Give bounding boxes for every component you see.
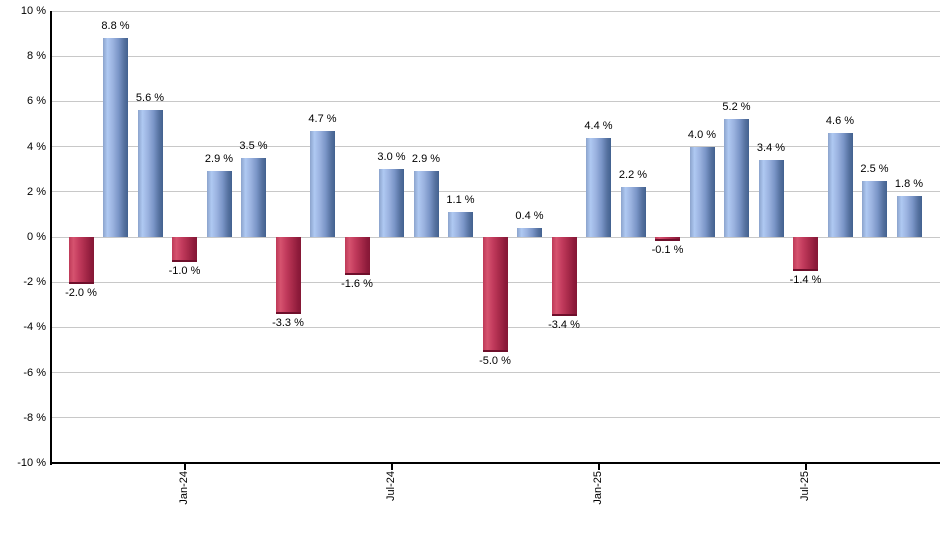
gridline (52, 55, 940, 57)
bar-value-label: 3.0 % (377, 151, 406, 164)
gridline (52, 191, 940, 193)
x-axis-tick (183, 464, 186, 470)
gridline (52, 417, 940, 419)
bar-value-label: -2.0 % (65, 287, 97, 300)
y-axis-tick-label: -2 % (23, 276, 46, 289)
y-axis-tick-label: 6 % (27, 95, 46, 108)
bar[interactable] (758, 160, 784, 237)
bar[interactable] (586, 137, 611, 237)
x-axis-line (50, 462, 940, 464)
bar[interactable] (206, 171, 232, 237)
bar[interactable] (517, 227, 542, 237)
y-axis-tick-label: 10 % (20, 5, 46, 17)
bar-value-label: 8.8 % (101, 20, 130, 33)
y-axis-tick-label: -10 % (17, 457, 46, 469)
x-axis-tick-label: Jul-24 (384, 471, 397, 501)
bar[interactable] (689, 146, 715, 237)
bar-value-label: 4.4 % (584, 119, 613, 132)
x-axis-tick-label: Jan-25 (591, 471, 604, 505)
bar-value-label: -1.0 % (168, 264, 201, 277)
bar[interactable] (310, 130, 335, 237)
gridline (52, 100, 940, 102)
bar-value-label: 3.5 % (239, 139, 268, 152)
bar-value-label: 1.8 % (894, 178, 924, 191)
bar[interactable] (620, 187, 646, 237)
bar-value-label: -5.0 % (479, 355, 511, 367)
y-axis-tick-label: 8 % (27, 50, 46, 63)
y-axis-tick-label: 0 % (27, 231, 46, 243)
y-axis-tick-label: -4 % (23, 321, 46, 334)
y-axis-tick-label: -6 % (23, 366, 46, 379)
bar-value-label: 5.6 % (135, 92, 165, 105)
bar-value-label: -1.6 % (341, 278, 373, 291)
gridline (52, 10, 940, 12)
bar-value-label: -1.4 % (789, 273, 822, 286)
bar-value-label: 4.7 % (308, 112, 337, 125)
y-axis-tick-label: 4 % (27, 140, 46, 153)
bar-value-label: -0.1 % (651, 244, 684, 257)
bar-value-label: 2.9 % (204, 153, 234, 166)
bar[interactable] (241, 157, 266, 237)
bar[interactable] (655, 237, 680, 242)
gridline (52, 146, 940, 148)
x-axis-tick-label: Jan-24 (177, 471, 190, 505)
bar-value-label: 2.2 % (618, 169, 648, 182)
x-axis-tick (390, 464, 393, 470)
bar[interactable] (68, 237, 94, 285)
bar[interactable] (172, 237, 197, 262)
bar-value-label: 1.1 % (446, 194, 475, 207)
bar[interactable] (137, 110, 163, 237)
bar[interactable] (793, 237, 818, 271)
bar[interactable] (724, 119, 749, 237)
x-axis-tick-label: Jul-25 (798, 471, 811, 501)
bar-value-label: 3.4 % (756, 142, 786, 155)
bar[interactable] (448, 212, 473, 237)
bar-value-label: 2.5 % (860, 162, 889, 175)
x-axis-tick (597, 464, 600, 470)
gridline (52, 372, 940, 374)
bar-value-label: -3.3 % (272, 316, 304, 329)
bar[interactable] (103, 38, 128, 237)
bar-value-label: -3.4 % (548, 318, 580, 331)
bar[interactable] (896, 196, 922, 237)
y-axis-tick-label: 2 % (27, 185, 46, 198)
bar[interactable] (482, 237, 508, 352)
y-axis-tick-label: -8 % (23, 411, 46, 424)
bar[interactable] (862, 180, 887, 237)
bar[interactable] (551, 237, 577, 316)
bar-value-label: 4.6 % (825, 115, 855, 128)
bar-value-label: 0.4 % (515, 209, 544, 222)
bar-value-label: 2.9 % (411, 153, 441, 166)
bar-value-label: 4.0 % (687, 128, 717, 141)
bar[interactable] (344, 237, 370, 276)
bar[interactable] (827, 133, 853, 237)
x-axis-tick (804, 464, 807, 470)
bar[interactable] (413, 171, 439, 237)
bar[interactable] (275, 237, 301, 314)
y-axis-line (50, 11, 52, 465)
bar[interactable] (379, 169, 404, 237)
bar-value-label: 5.2 % (722, 101, 751, 114)
